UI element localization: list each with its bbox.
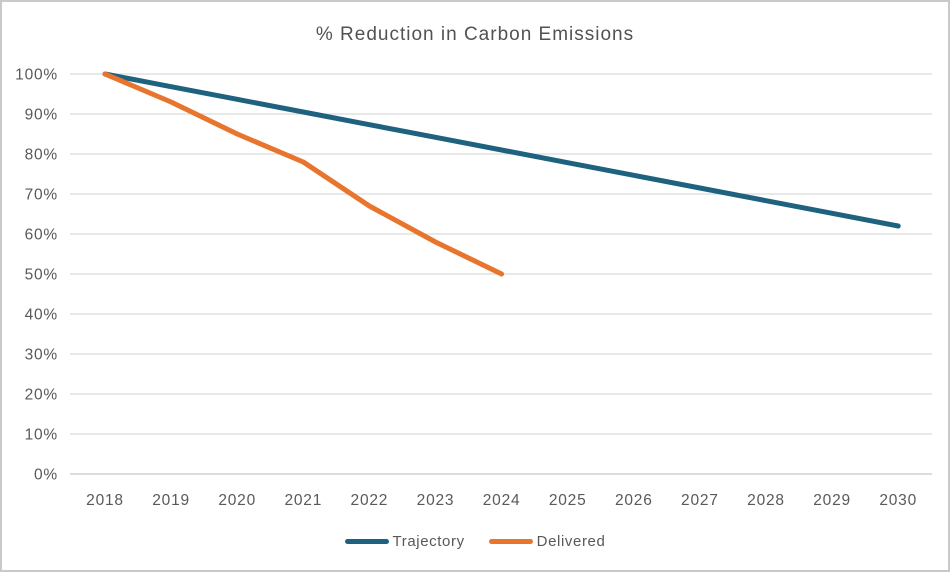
x-tick-label: 2027 (681, 492, 719, 509)
y-tick-label: 10% (25, 427, 58, 444)
y-tick-label: 60% (25, 227, 58, 244)
y-tick-label: 70% (25, 187, 58, 204)
y-tick-label: 50% (25, 267, 58, 284)
legend-label-delivered: Delivered (536, 533, 606, 550)
x-tick-label: 2030 (879, 492, 917, 509)
trajectory-series-line (102, 71, 901, 229)
chart-title: % Reduction in Carbon Emissions (315, 24, 635, 45)
y-tick-label: 90% (25, 107, 58, 124)
x-tick-label: 2018 (86, 492, 124, 509)
x-tick-label: 2019 (152, 492, 190, 509)
trajectory-line-swatch (344, 539, 389, 544)
x-tick-label: 2024 (483, 492, 521, 509)
x-tick-label: 2020 (218, 492, 256, 509)
y-tick-label: 40% (25, 307, 58, 324)
y-tick-label: 0% (34, 467, 58, 484)
x-tick-label: 2026 (615, 492, 653, 509)
delivered-line-swatch (488, 539, 533, 544)
x-tick-label: 2028 (747, 492, 785, 509)
y-tick-label: 30% (25, 347, 58, 364)
chart-legend: Trajectory Delivered (2, 533, 948, 550)
y-tick-label: 20% (25, 387, 58, 404)
x-tick-label: 2029 (813, 492, 851, 509)
delivered-series-line (102, 71, 505, 277)
x-tick-label: 2025 (549, 492, 587, 509)
x-tick-label: 2021 (284, 492, 322, 509)
legend-item-delivered: Delivered (488, 533, 606, 550)
x-tick-label: 2023 (417, 492, 455, 509)
y-tick-label: 100% (15, 67, 58, 84)
legend-label-trajectory: Trajectory (392, 533, 465, 550)
legend-item-trajectory: Trajectory (344, 533, 465, 550)
x-tick-label: 2022 (351, 492, 389, 509)
y-tick-label: 80% (25, 147, 58, 164)
